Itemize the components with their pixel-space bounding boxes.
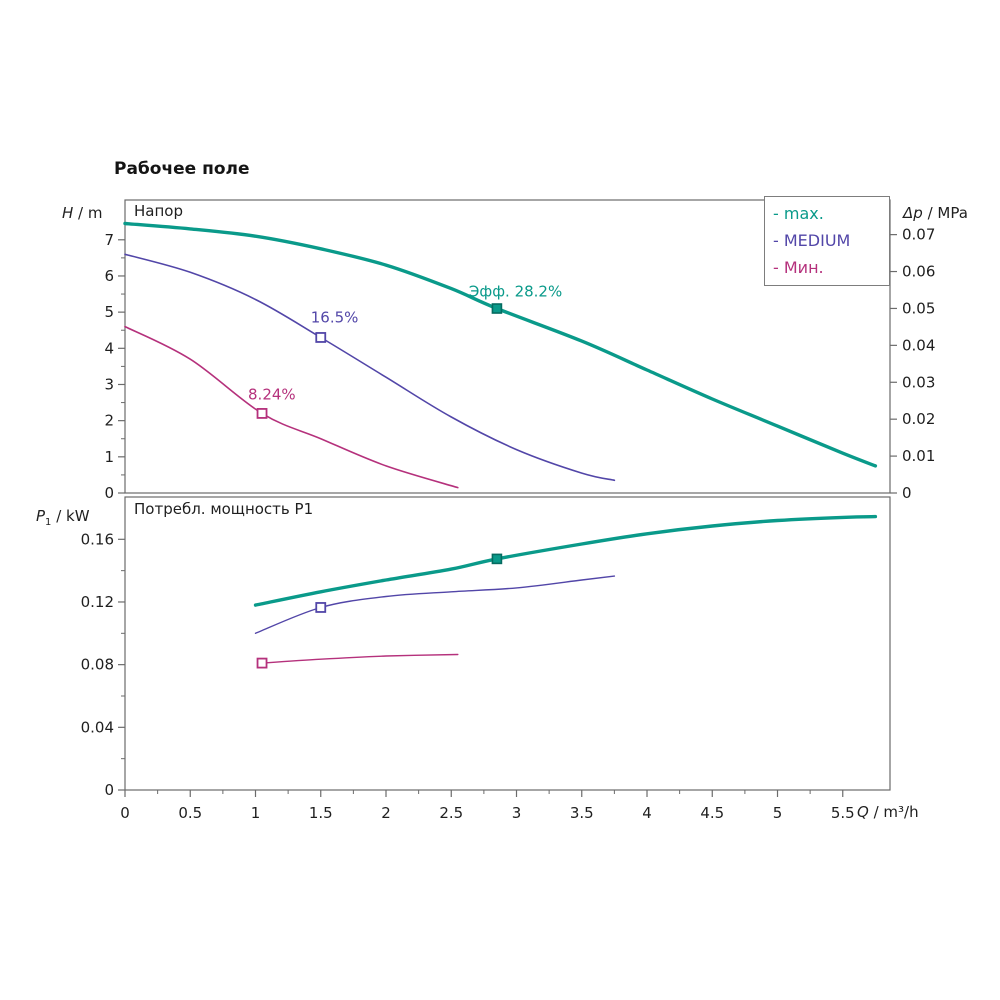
curve-head-max — [123, 221, 878, 468]
head-left-axis-label: H / m — [62, 204, 102, 222]
x-tick-label: 3 — [512, 804, 522, 822]
legend-item-medium: - MEDIUM — [773, 231, 851, 250]
y-tick-label-power: 0.08 — [81, 656, 114, 674]
right-tick-label: 0.05 — [902, 299, 935, 317]
p1-symbol: P — [36, 507, 46, 525]
x-tick-label: 3.5 — [570, 804, 594, 822]
q-symbol: Q — [857, 803, 869, 821]
y-tick-label-head: 3 — [104, 375, 114, 393]
y-tick-label-head: 6 — [104, 267, 114, 285]
plot-frame-power — [124, 496, 891, 791]
right-tick-label: 0 — [902, 484, 912, 502]
legend-item-max: - max. — [773, 204, 824, 223]
right-tick-label: 0.06 — [902, 263, 935, 281]
head-chart-title: Напор — [134, 202, 183, 220]
power-left-axis-label: P1 / kW — [36, 507, 90, 528]
dp-symbol: Δp — [903, 204, 923, 222]
power-chart-title: Потребл. мощность P1 — [134, 500, 314, 518]
dp-unit: / MPa — [922, 204, 968, 222]
q-unit: / m³/h — [868, 803, 919, 821]
x-tick-label: 1.5 — [309, 804, 333, 822]
p1-subscript: 1 — [45, 517, 52, 528]
right-tick-label: 0.04 — [902, 336, 935, 354]
x-tick-label: 5 — [773, 804, 783, 822]
page-title: Рабочее поле — [114, 159, 250, 179]
legend: - max. - MEDIUM - Мин. — [764, 196, 890, 286]
head-right-axis-label: Δp / MPa — [903, 204, 968, 222]
p1-unit: / kW — [51, 507, 90, 525]
efficiency-label-max: Эфф. 28.2% — [469, 283, 562, 301]
curve-head-min — [124, 325, 459, 489]
marker-power-max — [491, 553, 503, 565]
right-tick-label: 0.01 — [902, 447, 935, 465]
y-tick-label-power: 0.12 — [81, 593, 114, 611]
marker-head-max — [491, 303, 503, 314]
x-tick-label: 4.5 — [700, 804, 724, 822]
y-tick-label-head: 4 — [104, 339, 114, 357]
x-tick-label: 1 — [251, 804, 261, 822]
y-tick-label-head: 7 — [104, 231, 114, 249]
x-tick-label: 2 — [381, 804, 391, 822]
y-tick-label-head: 0 — [104, 484, 114, 502]
efficiency-label-min: 8.24% — [248, 385, 296, 403]
h-symbol: H — [62, 204, 74, 222]
marker-head-min — [256, 408, 268, 419]
x-tick-label: 0 — [120, 804, 130, 822]
right-tick-label: 0.07 — [902, 226, 935, 244]
right-tick-label: 0.02 — [902, 410, 935, 428]
curve-head-medium — [124, 253, 616, 482]
x-tick-label: 4 — [642, 804, 652, 822]
x-tick-label: 2.5 — [439, 804, 463, 822]
y-tick-label-head: 1 — [104, 448, 114, 466]
curve-power-min — [261, 653, 459, 664]
right-tick-label: 0.03 — [902, 373, 935, 391]
curve-power-medium — [254, 575, 616, 634]
y-tick-label-power: 0.04 — [81, 718, 114, 736]
efficiency-label-medium: 16.5% — [311, 308, 359, 326]
legend-item-min: - Мин. — [773, 258, 824, 277]
marker-head-medium — [315, 332, 327, 343]
x-tick-label: 5.5 — [831, 804, 855, 822]
marker-power-min — [256, 657, 268, 669]
x-tick-label: 0.5 — [178, 804, 202, 822]
marker-power-medium — [315, 602, 327, 613]
y-tick-label-head: 2 — [104, 412, 114, 430]
plot-frame-head — [124, 199, 891, 494]
y-tick-label-power: 0 — [104, 781, 114, 799]
y-tick-label-head: 5 — [104, 303, 114, 321]
y-tick-label-power: 0.16 — [81, 530, 114, 548]
x-axis-label: Q / m³/h — [857, 803, 919, 821]
curve-power-max — [253, 514, 878, 607]
h-unit: / m — [73, 204, 103, 222]
